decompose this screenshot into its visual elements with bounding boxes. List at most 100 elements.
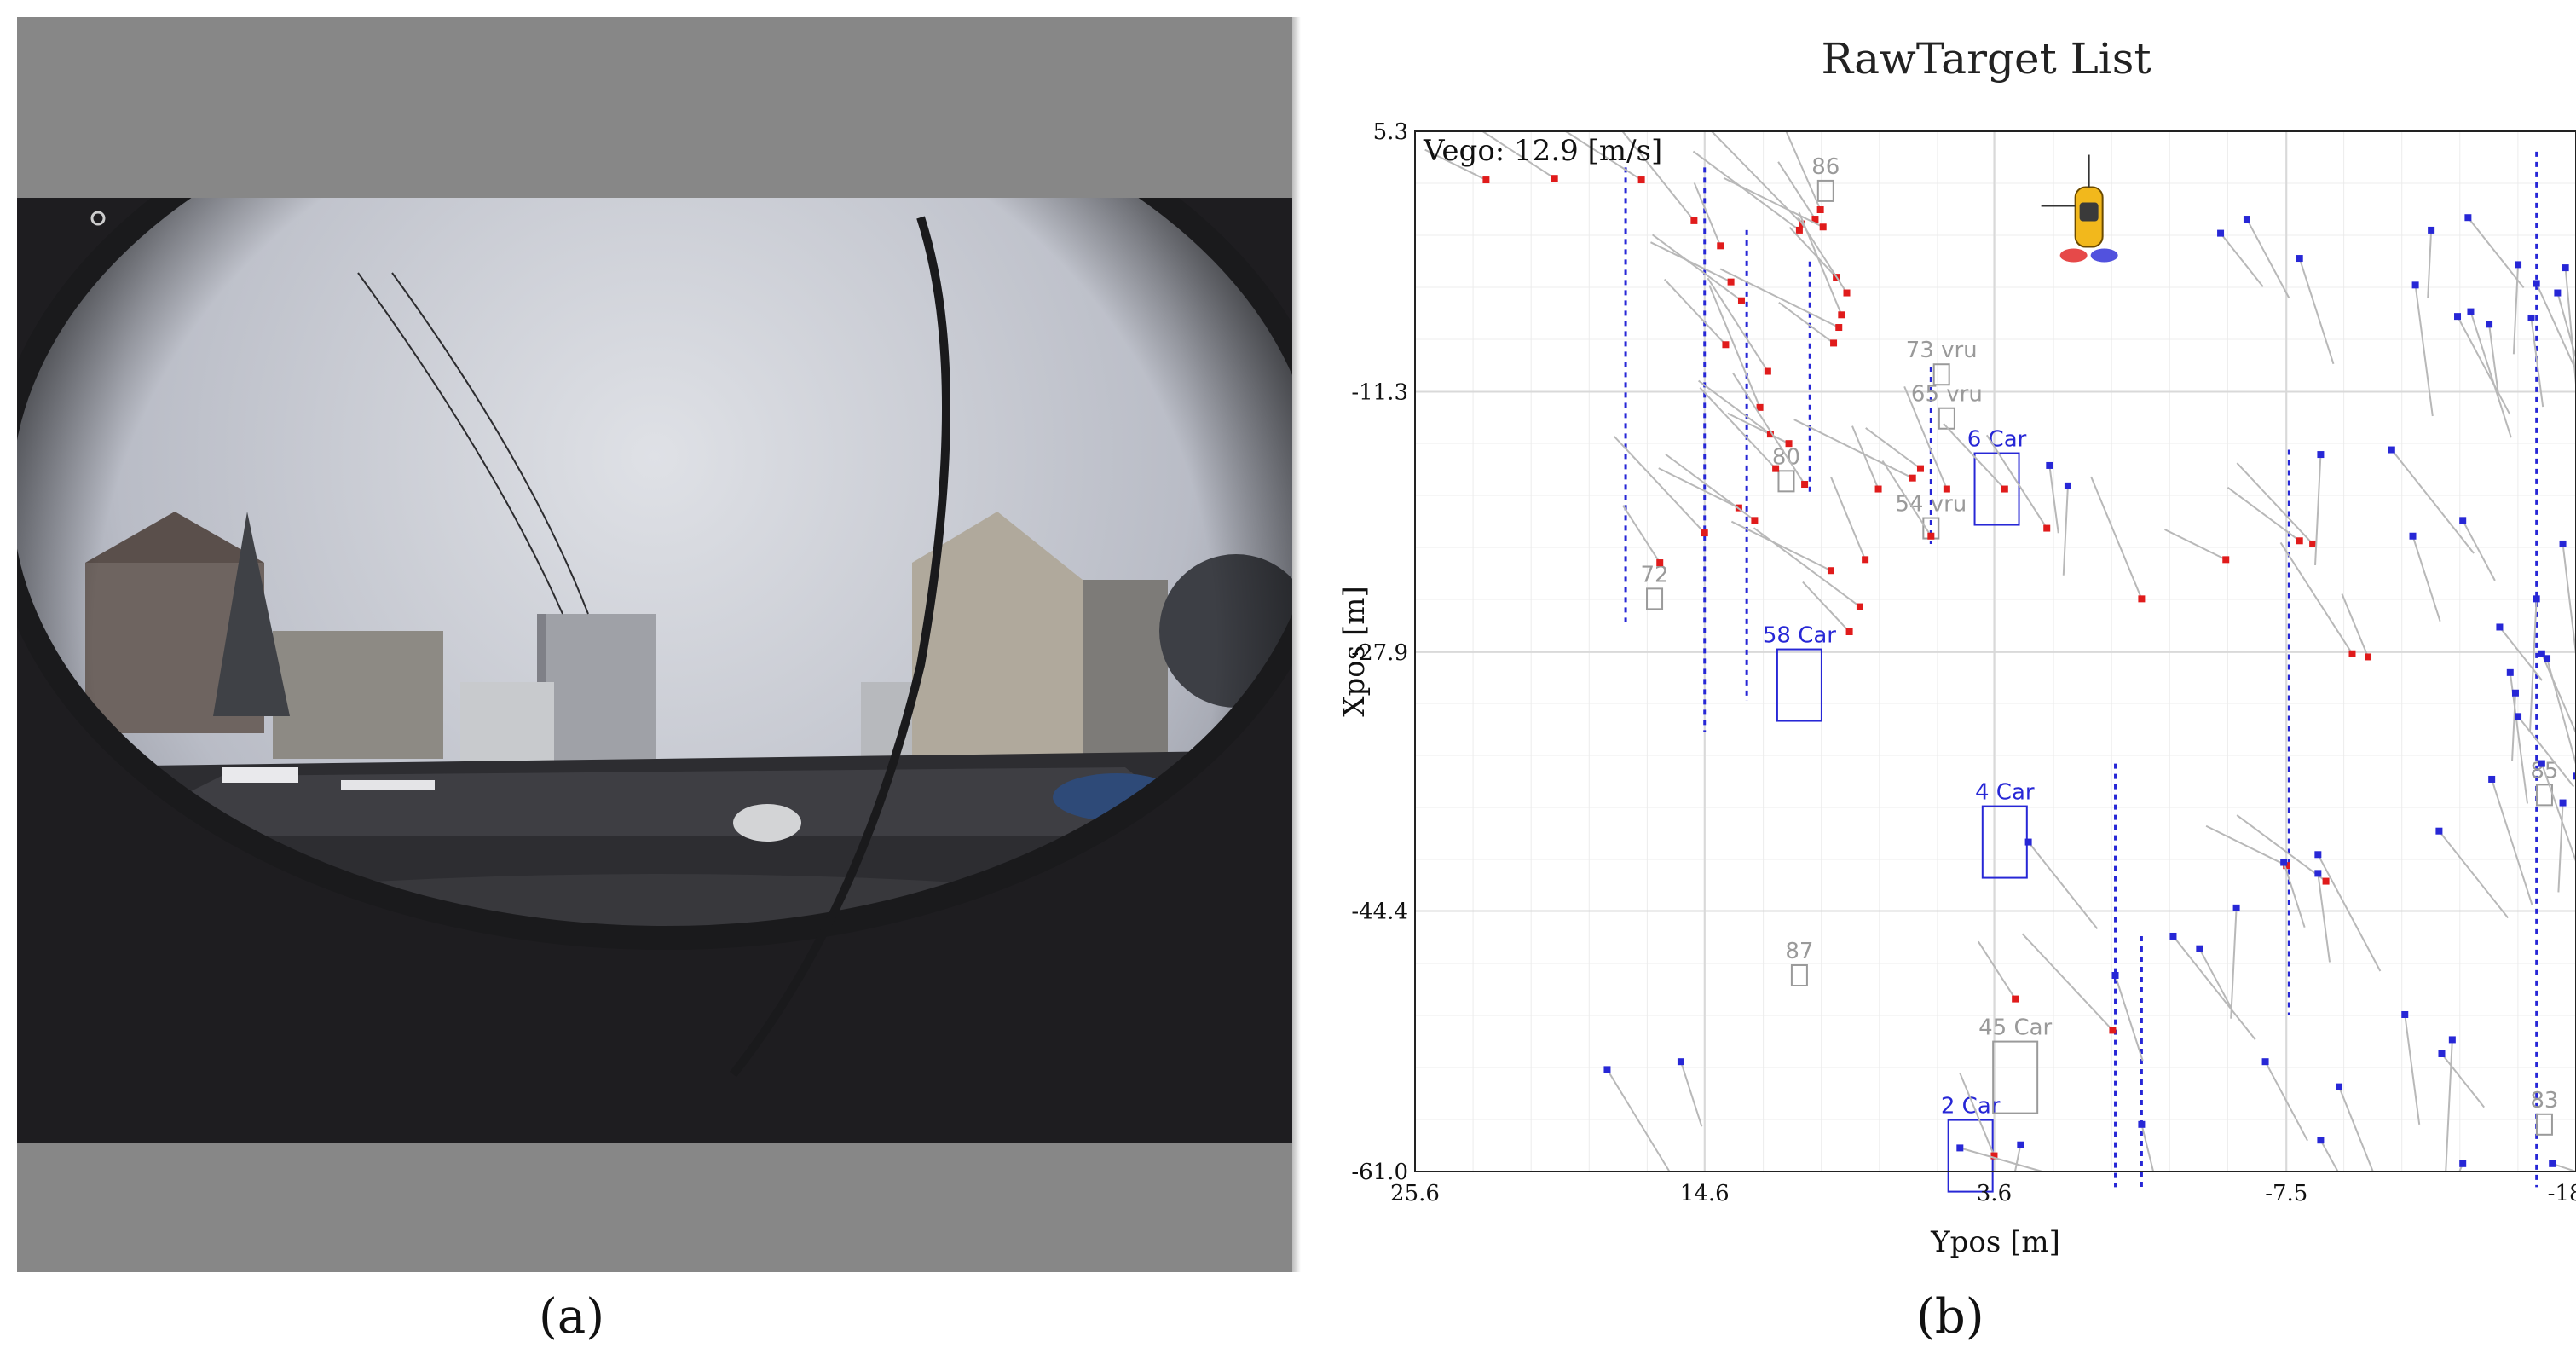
velocity-trail [1943,423,2006,490]
target-box [1973,452,2020,526]
velocity-trail [1727,412,1790,445]
target-label: 86 [1811,154,1840,180]
target-point [2222,556,2230,564]
target-point [1956,1144,1964,1152]
target-point [2459,1160,2467,1167]
target-label: 65 vru [1911,382,1983,408]
velocity-trail [2021,933,2114,1032]
plot-frame [1414,130,2576,1172]
velocity-trail [1663,278,1727,345]
velocity-trail [1985,434,2048,529]
velocity-trail [1865,427,1921,470]
target-box [2535,1113,2553,1136]
target-point [1737,297,1745,304]
target-point [2554,289,2562,297]
velocity-trail [1903,386,1948,489]
velocity-trail [2230,907,2238,1019]
velocity-trail [2205,824,2287,867]
target-point [1819,223,1827,231]
x-tick-label: 14.6 [1680,1181,1730,1206]
velocity-trail [1679,1061,1703,1127]
velocity-trail [2517,715,2575,788]
axis-ticks: 25.6 14.6 3.6 -7.5 -18.5 5.3 -11.3 -27.9 -44.4 -6… [1351,119,2576,1206]
velocity-trail [2114,975,2144,1062]
velocity-trail [1565,130,1643,181]
target-point [1785,440,1793,448]
velocity-trail [2498,626,2543,681]
target-point [2454,313,2462,321]
target-point [2511,689,2519,697]
velocity-trail [2236,462,2313,545]
velocity-trail [2557,802,2564,893]
target-point [2562,264,2569,272]
velocity-trail [2414,285,2434,417]
target-point [2017,1141,2024,1148]
x-tick-label: 25.6 [1390,1181,1440,1206]
velocity-trail [1730,520,1832,572]
velocity-trail [1798,211,1843,315]
velocity-trail [2048,465,2059,534]
target-point [2549,1160,2556,1167]
target-box [1790,963,1808,986]
target-label: 73 vru [1906,338,1978,363]
target-point [2169,932,2177,940]
target-box [1981,805,2028,879]
velocity-trail [2564,268,2576,385]
vego-readout: Vego: 12.9 [m/s] [1423,134,1662,168]
target-box [1777,470,1795,493]
target-point [2012,995,2019,1003]
velocity-trail [2488,324,2499,392]
velocity-trail [2317,873,2331,963]
target-point [1795,226,1803,234]
target-point [2496,623,2504,631]
target-point [2428,226,2435,234]
target-point [1801,481,1809,489]
target-point [2322,877,2330,885]
target-point [1764,367,1771,375]
velocity-trail [2445,1039,2453,1172]
velocity-trail [2227,486,2301,542]
target-label: 45 Car [1978,1015,2052,1041]
target-point [1772,465,1780,472]
x-tick-label: 3.6 [1977,1181,2012,1206]
target-point [1603,1066,1611,1073]
velocity-trail [2457,315,2511,415]
velocity-trail [1785,130,1822,211]
ego-vehicle [2041,154,2118,263]
target-point [2024,838,2032,846]
y-tick-label: -27.9 [1351,640,1408,666]
velocity-trail [2540,763,2576,862]
target-point [1690,217,1698,224]
velocity-trail [2438,830,2509,919]
target-point [2046,461,2053,469]
velocity-trail [2411,535,2441,622]
target-label: 54 vru [1895,492,1967,518]
velocity-trail [2298,257,2335,365]
target-point [2515,261,2522,269]
target-point [2317,451,2325,459]
plot-points [1424,130,2576,1172]
velocity-trail [2338,1086,2374,1172]
target-point [2506,668,2514,676]
target-point [2538,650,2545,657]
velocity-trail [2264,1061,2308,1142]
target-point [2388,446,2395,454]
target-point [2559,540,2567,547]
velocity-trail [2469,311,2512,438]
velocity-trail [1777,161,1816,220]
velocity-trail [1960,1147,2042,1172]
velocity-trail [2220,232,2264,287]
target-point [1827,567,1834,575]
velocity-trail [2198,948,2232,1009]
y-axis-title: Xpos [m] [1337,586,1372,716]
velocity-trail [1881,460,1932,537]
velocity-trail [1719,268,1840,328]
x-tick-label: -7.5 [2265,1181,2307,1206]
velocity-trail [1977,940,2017,1000]
velocity-trail [2164,529,2227,561]
velocity-trail [2535,283,2576,371]
target-point [1551,175,1558,182]
velocity-trail [1481,130,1556,180]
target-box [1816,179,1834,202]
velocity-trail [2314,454,2322,565]
